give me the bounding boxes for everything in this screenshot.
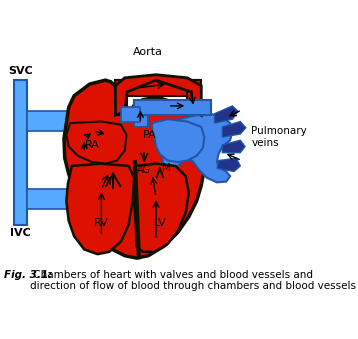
Polygon shape — [222, 140, 245, 153]
Polygon shape — [134, 100, 148, 127]
Polygon shape — [116, 80, 127, 115]
Polygon shape — [121, 107, 140, 121]
Polygon shape — [27, 112, 74, 131]
Polygon shape — [222, 121, 246, 137]
Text: Fig. 3.1:: Fig. 3.1: — [4, 270, 52, 280]
Text: T: T — [106, 177, 112, 186]
Polygon shape — [66, 164, 134, 254]
Polygon shape — [66, 121, 126, 164]
Text: Pulmonary
veins: Pulmonary veins — [251, 126, 307, 148]
Polygon shape — [217, 158, 240, 172]
Polygon shape — [14, 80, 27, 224]
Text: IVC: IVC — [10, 227, 31, 238]
Text: AG: AG — [137, 165, 151, 175]
Text: RV: RV — [94, 218, 109, 228]
Polygon shape — [134, 164, 189, 252]
Text: RA: RA — [84, 140, 100, 150]
Polygon shape — [116, 80, 199, 96]
Polygon shape — [152, 119, 204, 162]
Polygon shape — [116, 75, 201, 115]
Polygon shape — [27, 190, 74, 209]
Polygon shape — [214, 106, 238, 123]
Text: Aorta: Aorta — [133, 47, 163, 57]
Text: LV: LV — [154, 218, 166, 228]
Polygon shape — [134, 100, 211, 115]
Polygon shape — [64, 80, 204, 258]
Text: M: M — [162, 163, 171, 173]
Text: PA: PA — [143, 130, 156, 140]
Polygon shape — [162, 114, 232, 182]
Text: SVC: SVC — [8, 66, 33, 76]
Text: Chambers of heart with valves and blood vessels and
direction of flow of blood t: Chambers of heart with valves and blood … — [30, 270, 355, 291]
Polygon shape — [187, 80, 201, 115]
